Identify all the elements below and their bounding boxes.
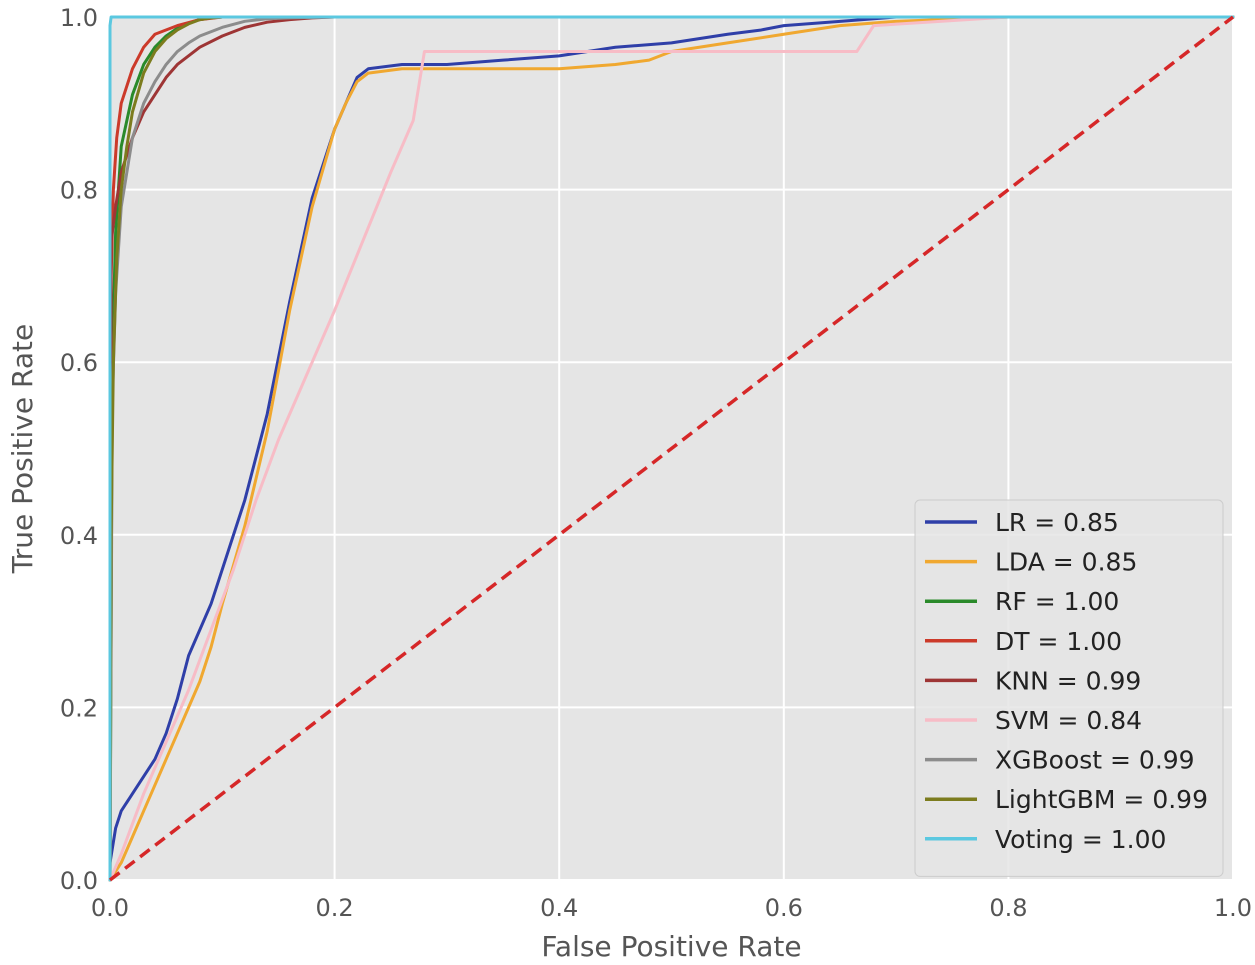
legend: LR = 0.85 LDA = 0.85 RF = 1.00 DT = 1.00 KNN… [914,499,1224,877]
x-tick-label: 0.8 [989,894,1027,922]
x-tick-label: 0.4 [540,894,578,922]
legend-label-lr: LR = 0.85 [995,508,1119,537]
series-line-lda [108,15,1235,882]
y-tick-label: 0.0 [60,867,98,895]
series-line-svm [108,15,1235,882]
legend-label-dt: DT = 1.00 [995,627,1122,656]
y-tick-label: 0.8 [60,177,98,205]
legend-label-knn: KNN = 0.99 [995,666,1141,695]
x-tick-label: 0.6 [765,894,803,922]
reference-line [108,15,1235,882]
y-tick-label: 0.6 [60,349,98,377]
legend-label-svm: SVM = 0.84 [995,706,1142,735]
legend-label-voting: Voting = 1.00 [995,825,1166,854]
series-lines [108,15,1235,882]
y-tick-label: 1.0 [60,4,98,32]
y-axis-label: True Positive Rate [6,324,39,574]
series-line-voting [108,15,1235,882]
tick-labels: 0.0 0.2 0.4 0.6 0.8 1.0 0.0 0.2 0.4 0.6 0.8 1.0 [60,4,1252,922]
diagonal-reference-line [108,15,1235,882]
legend-label-rf: RF = 1.00 [995,587,1119,616]
legend-label-lda: LDA = 0.85 [995,548,1137,577]
y-tick-label: 0.2 [60,694,98,722]
x-tick-label: 1.0 [1214,894,1252,922]
legend-label-lightgbm: LightGBM = 0.99 [995,785,1208,814]
grid [109,16,1234,881]
x-tick-label: 0.0 [91,894,129,922]
x-axis-label: False Positive Rate [541,930,801,963]
x-tick-label: 0.2 [316,894,354,922]
legend-box [914,499,1224,877]
y-tick-label: 0.4 [60,522,98,550]
legend-label-xgboost: XGBoost = 0.99 [995,746,1195,775]
